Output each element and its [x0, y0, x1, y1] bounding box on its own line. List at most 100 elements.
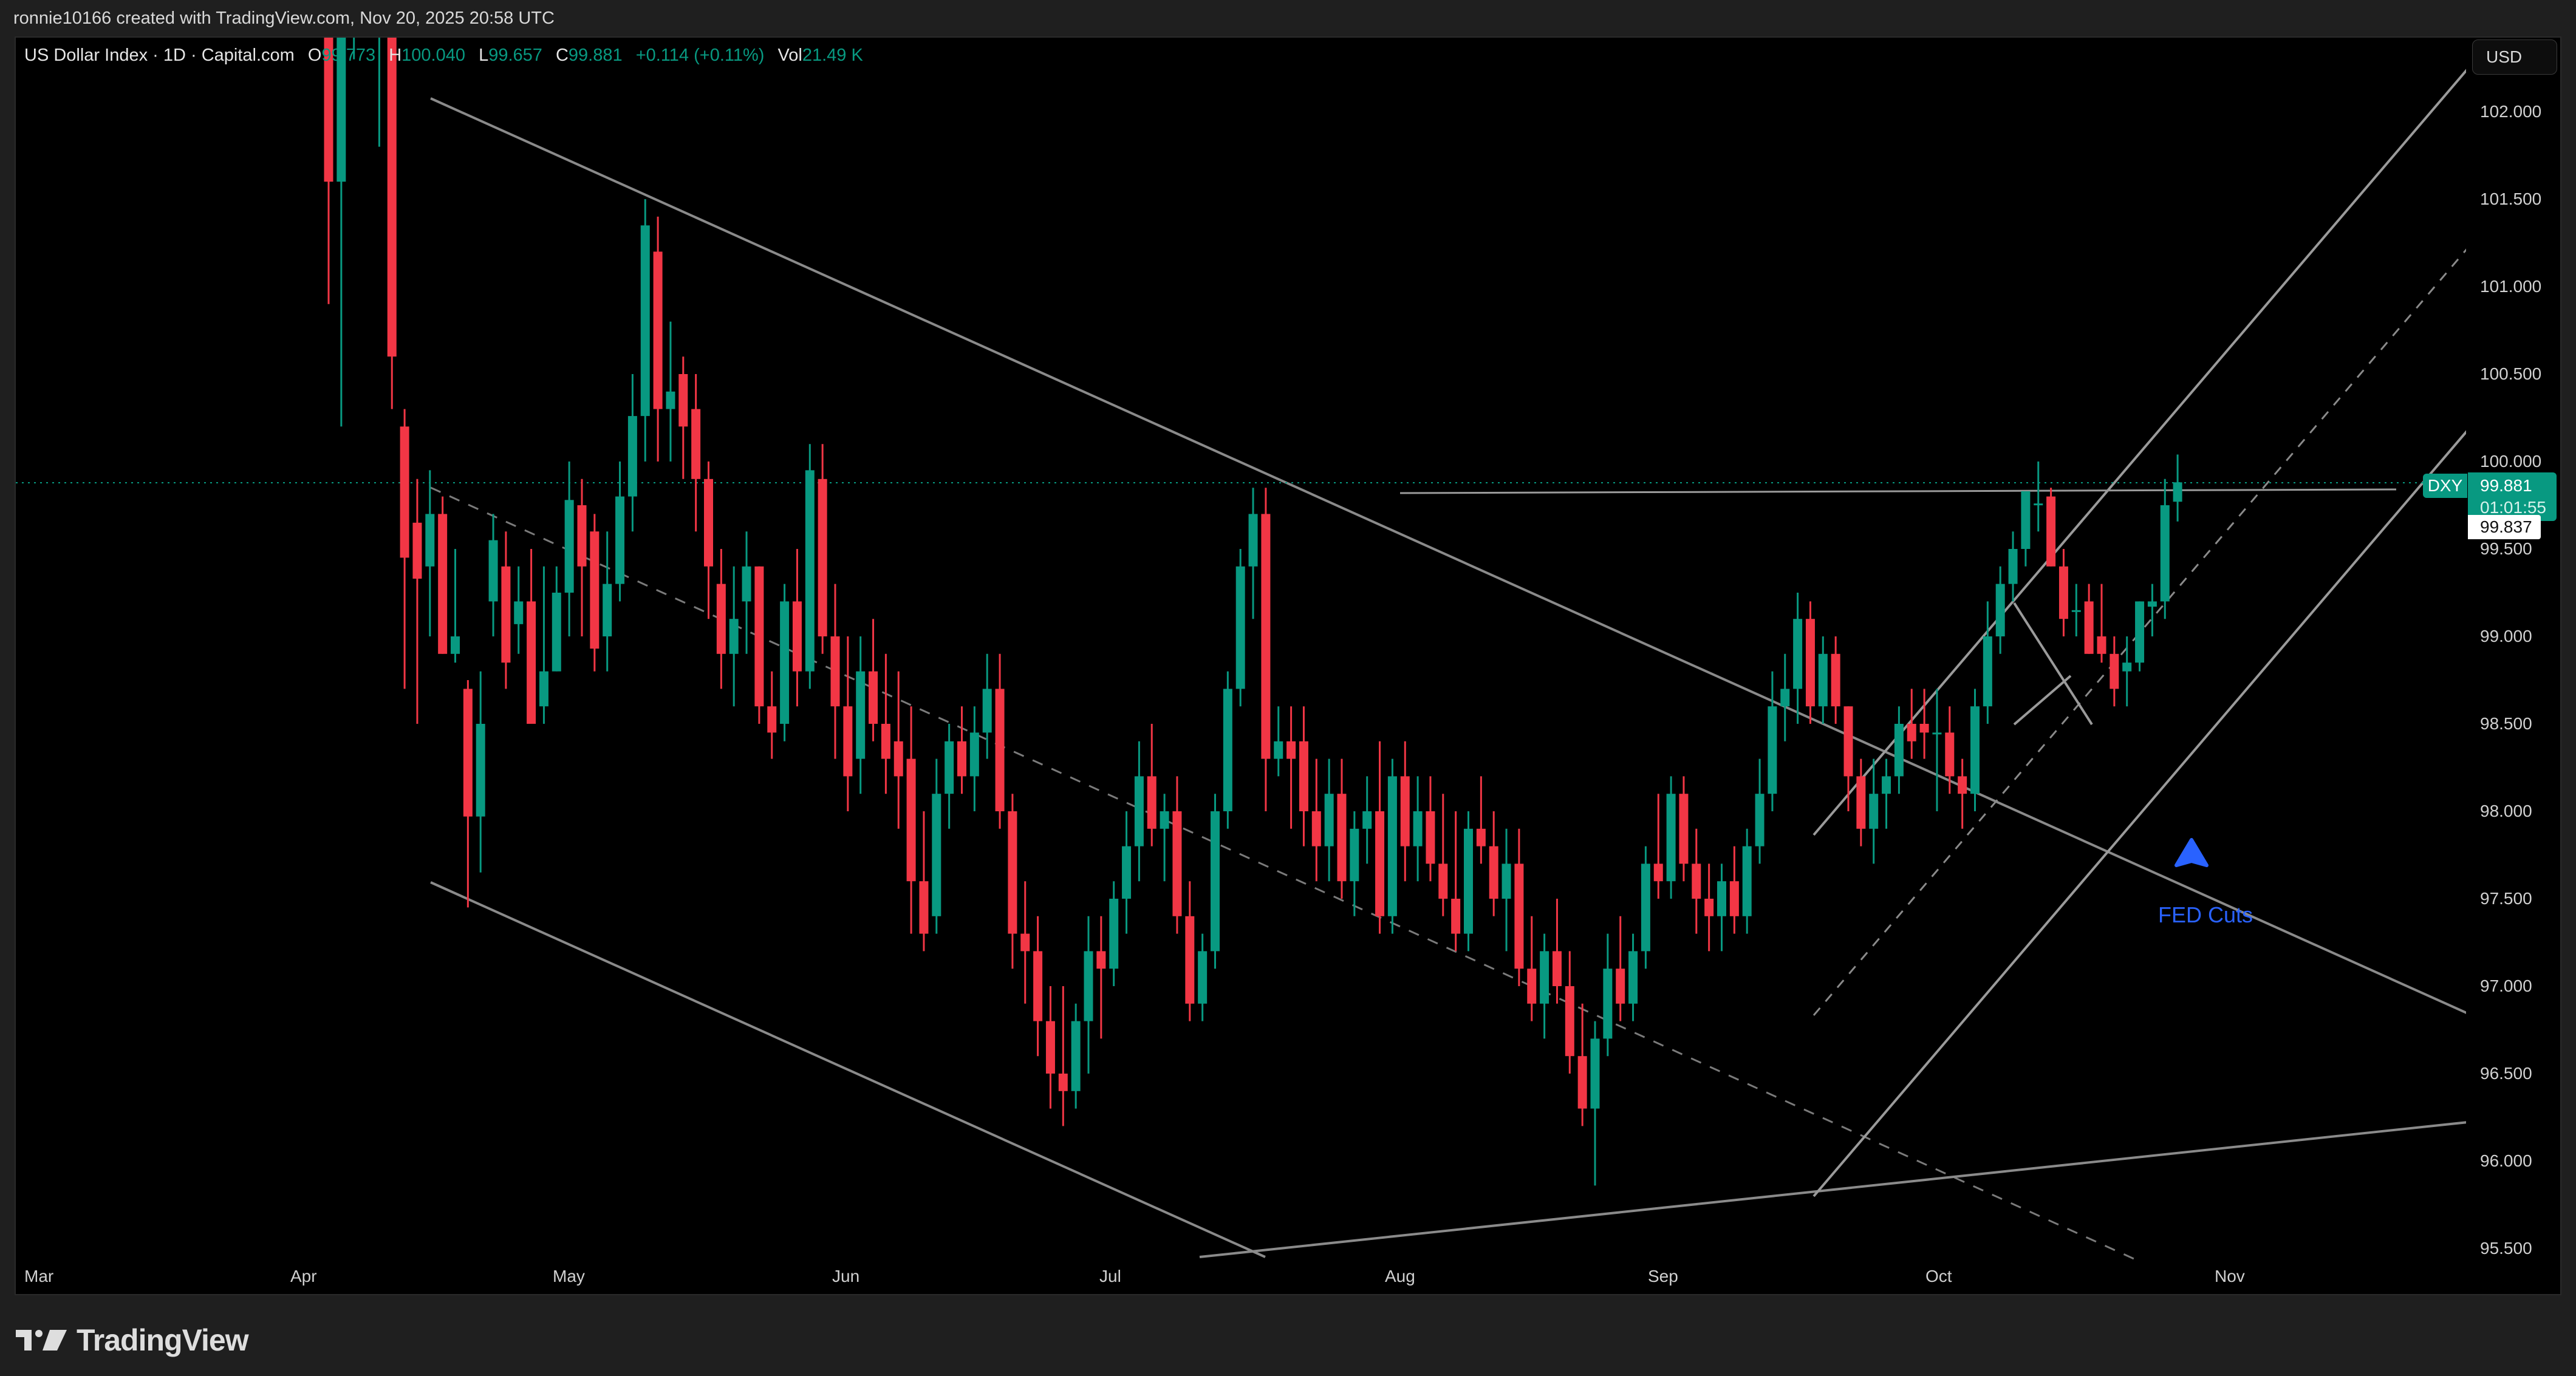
candle [1160, 811, 1169, 829]
fed-cuts-arrow-icon [2175, 838, 2209, 867]
candle [1692, 863, 1701, 899]
candle [893, 741, 903, 777]
resistance-horizontal-line [1399, 488, 2397, 494]
trendline-drawings[interactable] [16, 69, 2468, 1262]
chart-pane[interactable] [15, 36, 2561, 1295]
volume-label: Vol [777, 46, 802, 65]
candle [1729, 881, 1739, 916]
candle [1147, 776, 1156, 829]
candle [881, 724, 890, 759]
candle [1058, 1074, 1068, 1091]
channel-mid-dashed-line [1812, 248, 2466, 1016]
candle [742, 566, 751, 602]
price-tick-label: 98.500 [2480, 714, 2532, 733]
candle [767, 706, 777, 733]
candle [2084, 601, 2094, 654]
tradingview-watermark: TradingView [16, 1323, 249, 1358]
high-value: 100.040 [401, 46, 465, 65]
candle [1299, 741, 1308, 811]
candle [1400, 776, 1410, 846]
low-label: L [479, 46, 489, 65]
candle [1311, 811, 1321, 846]
candle [1995, 584, 2005, 636]
price-tick-label: 95.500 [2480, 1239, 2532, 1258]
candle [2122, 662, 2132, 672]
flag-line-a [2013, 602, 2093, 726]
candle [716, 584, 726, 654]
candle [1742, 846, 1752, 916]
candle [1020, 933, 1030, 952]
candle [1653, 863, 1663, 882]
mid-descending-dashed-line [430, 486, 2140, 1262]
candle [1426, 811, 1435, 864]
candle [1628, 951, 1638, 1004]
candle [1590, 1038, 1600, 1109]
symbol-legend[interactable]: US Dollar Index · 1D · Capital.com O99.7… [24, 46, 863, 66]
creator-line: ronnie10166 created with TradingView.com… [13, 9, 555, 28]
candle [1805, 619, 1815, 707]
low-value: 99.657 [488, 46, 542, 65]
candle [1616, 969, 1625, 1004]
lower-descending-trendline [430, 881, 1266, 1258]
channel-upper-line [1812, 69, 2466, 836]
symbol-badge: DXY [2423, 474, 2467, 498]
month-label: Jun [832, 1267, 860, 1286]
candle [1945, 732, 1955, 777]
candle [969, 732, 979, 777]
candle [1856, 776, 1866, 829]
candle [1831, 653, 1840, 707]
price-tick-label: 98.000 [2480, 802, 2532, 820]
candle [2021, 491, 2031, 549]
candle [324, 38, 333, 182]
candle [603, 584, 612, 636]
candle [1413, 811, 1423, 846]
candle [2008, 549, 2018, 584]
candle [2147, 601, 2157, 607]
price-tick-label: 99.000 [2480, 627, 2532, 645]
candle [1464, 828, 1473, 934]
candle [1096, 951, 1106, 969]
open-label: O [307, 46, 322, 65]
flag-line-b [2013, 675, 2072, 726]
currency-button[interactable]: USD [2472, 39, 2557, 75]
candle [1755, 794, 1765, 846]
high-label: H [389, 46, 402, 65]
price-tick-label: 97.000 [2480, 976, 2532, 995]
month-label: Jul [1099, 1267, 1121, 1286]
candle [438, 514, 448, 654]
candle [412, 522, 422, 579]
tradingview-logo-icon [16, 1330, 67, 1350]
candle [488, 540, 498, 602]
candle [1577, 1056, 1587, 1109]
month-label: Sep [1648, 1267, 1678, 1286]
candle [704, 479, 713, 567]
candle [666, 391, 675, 409]
candle [1109, 899, 1119, 969]
candle [691, 409, 701, 479]
candle [1894, 724, 1904, 777]
price-tick-label: 102.000 [2480, 102, 2542, 121]
candle [856, 671, 866, 759]
candle [2160, 505, 2170, 602]
candle [1489, 846, 1498, 899]
candle [337, 38, 346, 182]
rising-base-trendline [1199, 1121, 2466, 1258]
candle [1565, 986, 1574, 1057]
candle [501, 566, 511, 663]
candle [1438, 863, 1448, 899]
candle [1223, 689, 1232, 811]
candle [1907, 724, 1916, 741]
candle [2071, 610, 2081, 612]
top-bar: ronnie10166 created with TradingView.com… [0, 0, 2576, 36]
month-label: Nov [2215, 1267, 2245, 1286]
price-tick-label: 100.000 [2480, 452, 2542, 471]
candle [1666, 794, 1676, 882]
candle [2046, 496, 2056, 567]
brand-name: TradingView [77, 1323, 249, 1357]
candle [1552, 951, 1562, 986]
candle [754, 566, 764, 707]
candle [463, 689, 473, 817]
price-tick-label: 96.500 [2480, 1064, 2532, 1083]
candle [1843, 706, 1853, 777]
